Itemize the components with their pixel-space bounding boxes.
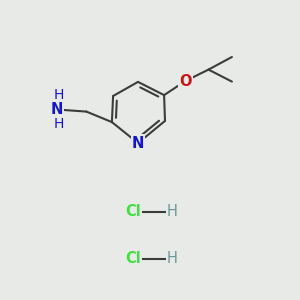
Text: H: H xyxy=(167,204,178,219)
Text: H: H xyxy=(167,251,178,266)
Text: O: O xyxy=(179,74,192,88)
Text: Cl: Cl xyxy=(126,251,141,266)
Text: H: H xyxy=(53,117,64,130)
Text: H: H xyxy=(53,88,64,102)
Text: N: N xyxy=(132,136,144,151)
Text: N: N xyxy=(51,102,63,117)
Text: Cl: Cl xyxy=(126,204,141,219)
